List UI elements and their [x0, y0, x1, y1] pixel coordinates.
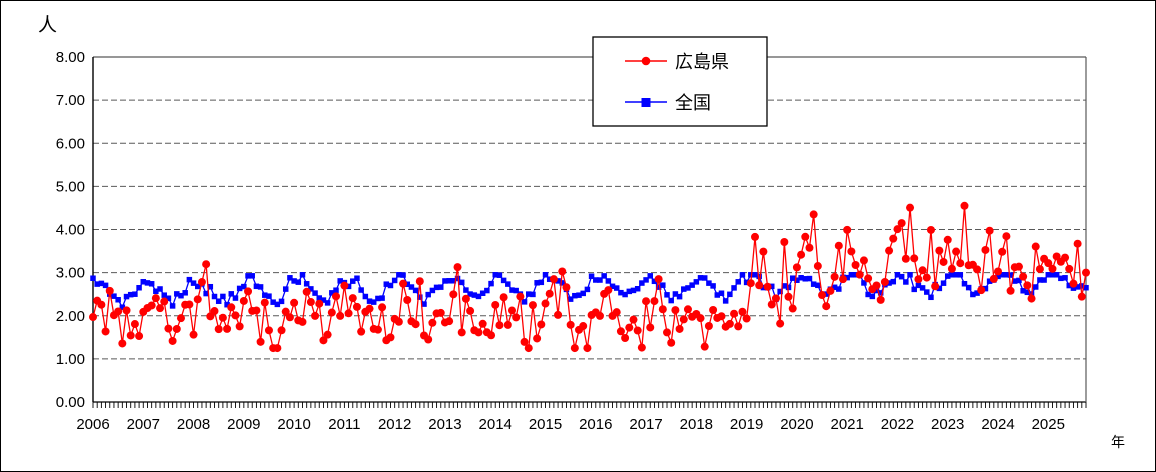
svg-text:2023: 2023 — [931, 416, 964, 433]
svg-text:3.00: 3.00 — [56, 265, 85, 282]
svg-text:2018: 2018 — [680, 416, 713, 433]
svg-text:2009: 2009 — [227, 416, 260, 433]
svg-text:2011: 2011 — [328, 416, 360, 433]
svg-text:2.00: 2.00 — [56, 308, 85, 325]
svg-text:2022: 2022 — [881, 416, 914, 433]
svg-text:2010: 2010 — [277, 416, 310, 433]
svg-text:全国: 全国 — [675, 93, 711, 113]
svg-text:4.00: 4.00 — [56, 222, 85, 239]
svg-text:2024: 2024 — [981, 416, 1014, 433]
svg-text:2015: 2015 — [529, 416, 562, 433]
svg-text:2019: 2019 — [730, 416, 763, 433]
svg-text:5.00: 5.00 — [56, 178, 85, 195]
svg-text:人: 人 — [38, 14, 57, 36]
svg-text:2014: 2014 — [479, 416, 512, 433]
svg-text:2021: 2021 — [830, 416, 863, 433]
svg-text:2006: 2006 — [76, 416, 109, 433]
svg-text:6.00: 6.00 — [56, 135, 85, 152]
svg-text:2017: 2017 — [629, 416, 662, 433]
svg-text:2012: 2012 — [378, 416, 411, 433]
svg-text:年: 年 — [1111, 434, 1125, 450]
svg-text:2007: 2007 — [127, 416, 160, 433]
svg-text:2025: 2025 — [1032, 416, 1065, 433]
svg-text:2016: 2016 — [579, 416, 612, 433]
svg-text:2013: 2013 — [428, 416, 461, 433]
svg-text:0.00: 0.00 — [56, 394, 85, 411]
svg-text:2020: 2020 — [780, 416, 813, 433]
svg-text:2008: 2008 — [177, 416, 210, 433]
svg-text:7.00: 7.00 — [56, 92, 85, 109]
svg-text:広島県: 広島県 — [675, 52, 729, 72]
svg-text:8.00: 8.00 — [56, 49, 85, 66]
svg-text:1.00: 1.00 — [56, 351, 85, 368]
